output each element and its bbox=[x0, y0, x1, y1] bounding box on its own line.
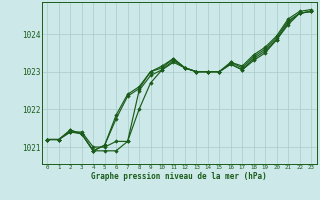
X-axis label: Graphe pression niveau de la mer (hPa): Graphe pression niveau de la mer (hPa) bbox=[91, 172, 267, 181]
